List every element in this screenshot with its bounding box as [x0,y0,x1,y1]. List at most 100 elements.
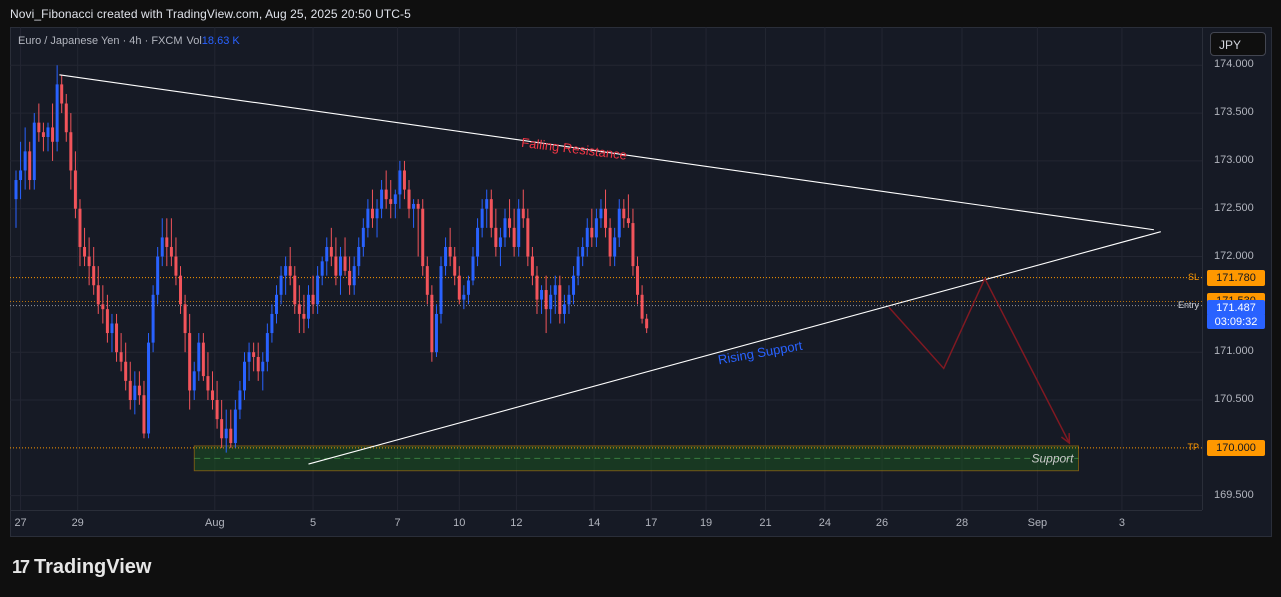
candle-body [430,294,434,353]
candle-body [119,352,123,362]
candles [14,65,649,453]
projection-path [888,276,1071,444]
currency-button[interactable]: JPY [1210,32,1266,56]
trendline-rising-support [308,231,1161,465]
time-tick-label: 7 [394,517,401,529]
candle-body [320,261,324,276]
candle-body [220,419,224,439]
candle-body [480,208,484,228]
candle-body [402,170,406,190]
time-tick-label: 21 [759,517,772,529]
volume-label: Vol [186,35,202,47]
candle-body [581,246,585,257]
annotations: Falling Resistance Rising Support [520,135,803,367]
candle-body [211,390,215,401]
time-tick-label: 17 [645,517,658,529]
symbol-description: Euro / Japanese Yen · 4h · FXCM [18,35,183,47]
candle-body [64,103,68,133]
time-tick-label: 19 [699,517,713,529]
falling-resistance-label: Falling Resistance [520,135,627,163]
candle-body [517,208,521,247]
candle-body [617,208,621,238]
candle-body [421,208,425,267]
candle-body [73,170,77,209]
candle-body [124,361,128,381]
symbol-legend[interactable]: Euro / Japanese Yen · 4h · FXCM Vol 18.63… [18,35,240,47]
candle-body [142,395,146,434]
time-tick-label: Aug [204,517,225,529]
candle-body [562,304,566,314]
level-lines [10,277,1202,449]
candle-body [622,208,626,219]
candle-body [352,266,356,286]
candle-body [233,409,237,444]
chart-caption: Novi_Fibonacci created with TradingView.… [10,7,411,21]
candle-body [215,400,219,420]
trendline-falling-resistance [59,74,1155,231]
candle-body [256,356,260,372]
candle-body [179,275,183,305]
tradingview-logo-icon: 17 [12,557,30,577]
candle-body [270,313,274,334]
time-tick-label: 26 [875,517,889,529]
candle-body [471,256,475,281]
candle-body [188,333,192,391]
candle-body [494,227,498,247]
candle-body [466,280,470,295]
candle-body [329,246,333,257]
candle-body [92,266,96,286]
candle-body [115,323,119,353]
sl-price-tag: 171.780 [1207,269,1265,286]
candle-body [407,189,411,209]
volume-value: 18.63 K [201,35,240,47]
candle-body [485,199,489,209]
level-label-sl: SL [1187,271,1199,282]
plot-area[interactable]: Support Falling Resistance Rising Support [10,27,1202,510]
candle-body [361,227,365,247]
candle-body [60,84,64,104]
countdown-tag: 03:09:32 [1207,314,1265,329]
time-tick-label: 24 [818,517,831,529]
candle-body [137,385,141,396]
candle-body [521,208,525,219]
candle-body [41,132,45,137]
candle-body [416,203,420,209]
candle-body [636,266,640,295]
candle-body [476,227,480,257]
candle-body [604,208,608,228]
candle-body [316,275,320,305]
candle-body [457,275,461,300]
candle-body [133,385,137,401]
time-tick-label: Sep [1027,517,1048,529]
projection-arrowhead [1060,433,1071,445]
candle-body [572,275,576,295]
level-label-entry: Entry [1177,299,1199,310]
candle-body [434,313,438,353]
price-tick-label: 173.500 [1214,106,1254,119]
price-tick-label: 173.000 [1214,153,1254,166]
candle-body [544,290,548,310]
candle-body [512,227,516,247]
candle-body [567,294,571,305]
time-tick-label: 14 [587,517,601,529]
candle-body [151,294,155,343]
candle-body [83,246,87,257]
candle-body [640,294,644,319]
price-axis[interactable] [1202,27,1273,510]
candle-body [32,122,36,181]
candle-body [380,189,384,209]
candle-body [444,246,448,267]
candle-body [585,227,589,247]
candle-body [147,342,151,434]
candle-body [55,84,59,142]
candle-body [160,237,164,257]
time-axis[interactable] [10,510,1202,538]
candle-body [384,189,388,200]
candle-body [558,285,562,314]
price-chart[interactable]: Support Falling Resistance Rising Support [10,27,1202,510]
candle-body [197,342,201,372]
time-tick-label: 28 [955,517,969,529]
candle-body [28,151,32,181]
time-tick-label: 5 [309,517,317,529]
price-tick-label: 170.500 [1214,393,1254,405]
